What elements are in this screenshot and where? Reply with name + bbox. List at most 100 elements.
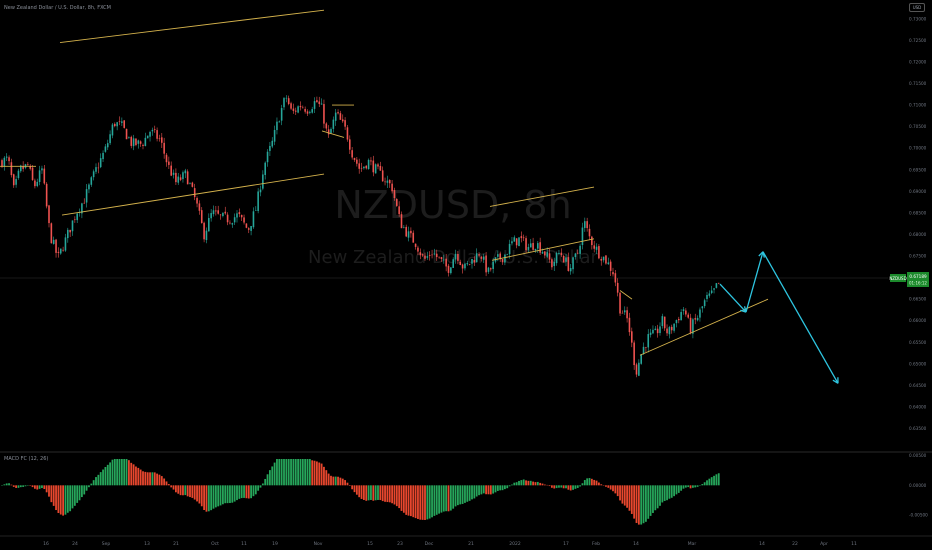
macd-bar [257,485,260,491]
price-tick-label: 0.70000 [909,146,927,151]
candle-body [374,164,377,174]
candle-body [85,189,88,203]
macd-bar [264,478,267,486]
macd-bar [269,470,271,486]
candle-body [717,282,720,284]
macd-bar [388,485,391,503]
macd-bar [306,459,309,486]
macd-bar [160,476,163,486]
macd-bar [551,485,553,488]
macd-bar [200,485,203,507]
time-tick-label: 15 [367,541,373,547]
candle-body [682,309,685,311]
candle-body [529,243,532,248]
candle-body [692,319,694,334]
candle-body [306,111,309,114]
macd-bar [59,485,62,515]
macd-bar [102,469,104,486]
candle-body [419,252,422,256]
candle-body [102,152,104,160]
macd-bar [146,472,149,486]
candle-body [628,317,631,333]
candle-body [36,181,39,187]
macd-bar [172,485,175,490]
candle-body [189,183,191,184]
candle-body [388,180,391,184]
candle-body [595,246,598,250]
candle-body [445,258,447,267]
macd-bar [261,483,264,486]
macd-bar [715,474,718,486]
candle-body [139,141,142,144]
price-axis[interactable]: 0.73000 0.72500 0.72000 0.71500 0.71000 0.705… [909,16,927,431]
macd-bar [287,459,290,486]
candle-body [633,342,635,366]
candle-body [572,257,574,270]
macd-bar [595,480,598,486]
currency-button[interactable]: USD [909,3,925,12]
macd-bar [558,485,560,488]
macd-bar [320,463,323,486]
candle-body [106,143,109,148]
candle-body [116,122,118,127]
macd-bar [297,459,299,486]
time-tick-label: Sep [102,541,111,547]
macd-bar [179,485,182,496]
candle-body [612,272,614,275]
candle-body [224,211,227,214]
candle-body [605,255,607,264]
macd-bar [118,459,121,486]
macd-bar [363,485,365,500]
time-axis[interactable]: 16 24 Sep 13 21 Oct 11 19 Nov 15 23 Dec 21 2022 17 Feb 1… [43,541,857,547]
macd-bar [684,485,687,488]
macd-bar [482,485,485,494]
macd-bar [598,482,600,486]
macd-bar [717,473,720,486]
candle-body [396,199,398,206]
macd-bar [45,485,48,493]
macd-bar [607,485,610,488]
macd-bar [713,475,715,486]
macd-axis[interactable]: 0.00500 0.00000 -0.00500 [909,453,928,518]
candle-body [196,198,198,204]
time-tick-label: 23 [397,541,403,547]
macd-bar [353,485,356,493]
price-tick-label: 0.71500 [909,81,927,86]
candle-body [215,210,217,212]
macd-bar [226,485,229,504]
macd-bar [10,484,13,486]
time-tick-label: 16 [43,541,49,547]
candle-body [266,151,269,163]
candle-body [252,211,255,228]
macd-bar [71,485,74,509]
macd-bar [666,485,668,501]
macd-bar [520,480,523,486]
macd-bar [212,485,215,509]
macd-bar [400,485,403,511]
macd-bar [590,478,593,486]
candle-body [229,222,231,224]
macd-bar [654,485,657,511]
candle-body [562,255,565,263]
candle-body [177,176,180,183]
candle-body [438,256,440,258]
candle-body [76,213,78,221]
macd-bar [687,485,690,488]
candle-body [482,256,485,260]
macd-bar [15,485,17,488]
macd-bar [696,485,699,487]
macd-bar [621,485,624,504]
macd-bar [135,466,137,486]
price-tick-label: 0.67500 [909,254,927,259]
candle-body [179,177,182,180]
candle-body [45,183,48,207]
candle-body [478,254,480,256]
price-badge: NZDUSD 0.67189 01:16:12 [889,272,929,287]
candle-body [703,300,706,307]
time-tick-label: 24 [72,541,78,547]
candle-body [616,282,619,293]
candle-body [280,108,283,121]
candle-body [219,214,222,216]
macd-bar [574,485,577,489]
